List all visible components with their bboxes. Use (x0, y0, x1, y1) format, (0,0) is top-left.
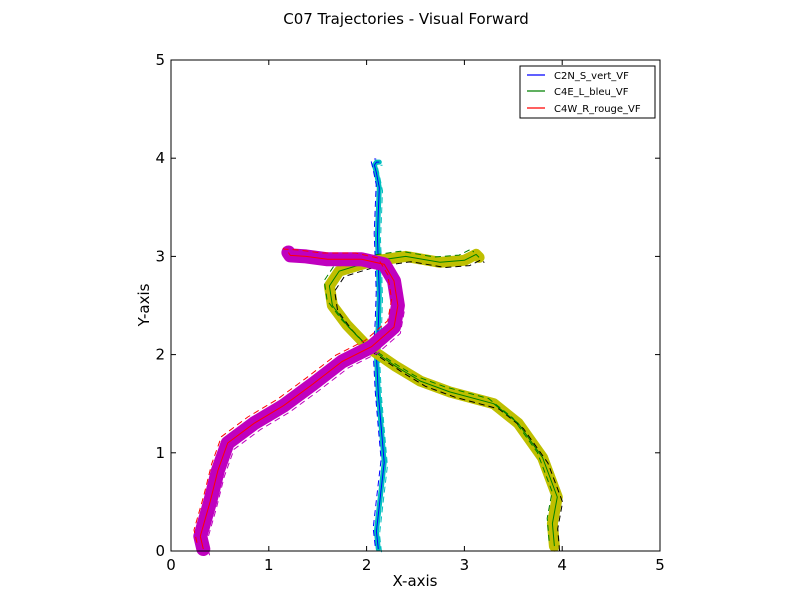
series-envelope-lower (334, 259, 564, 552)
series-envelope-upper (370, 158, 382, 546)
y-tick-label: 1 (155, 444, 165, 462)
legend-label-c4w: C4W_R_rouge_VF (554, 104, 641, 115)
y-axis-label: Y-axis (135, 283, 153, 327)
x-tick-label: 2 (362, 556, 372, 574)
legend-label-c4e: C4E_L_bleu_VF (554, 87, 629, 98)
plot-frame (170, 59, 661, 552)
x-tick-label: 0 (166, 556, 176, 574)
y-tick-label: 0 (155, 542, 165, 560)
x-tick-label: 1 (264, 556, 274, 574)
series-envelope-lower (206, 258, 405, 556)
series-layer (193, 158, 564, 556)
y-tick-label: 5 (155, 51, 165, 69)
x-axis-label: X-axis (393, 572, 438, 590)
series-c4w-r-rouge-vf (193, 245, 405, 556)
series-line (373, 161, 385, 550)
x-tick-label: 5 (655, 556, 665, 574)
x-tick-label: 4 (557, 556, 567, 574)
series-envelope-upper (323, 248, 553, 541)
legend: C2N_S_vert_VF C4E_L_bleu_VF C4W_R_rouge_… (519, 65, 656, 119)
legend-label-c2n: C2N_S_vert_VF (554, 71, 629, 82)
series-c4e-l-bleu-vf (323, 248, 564, 552)
x-tick-label: 3 (460, 556, 470, 574)
plot-background (171, 60, 660, 551)
series-envelope-lower (377, 164, 388, 553)
ticks-layer: 0 1 2 3 4 5 0 1 2 3 4 5 (155, 51, 664, 574)
plot-area: 0 1 2 3 4 5 0 1 2 3 4 5 (155, 51, 664, 574)
y-tick-label: 2 (155, 346, 165, 364)
series-c2n-s-vert-vf (370, 158, 388, 553)
y-tick-label: 3 (155, 247, 165, 265)
series-line (328, 253, 558, 547)
y-tick-label: 4 (155, 149, 165, 167)
series-envelope-upper (193, 245, 393, 543)
series-line (199, 252, 399, 550)
chart-title: C07 Trajectories - Visual Forward (283, 10, 529, 28)
